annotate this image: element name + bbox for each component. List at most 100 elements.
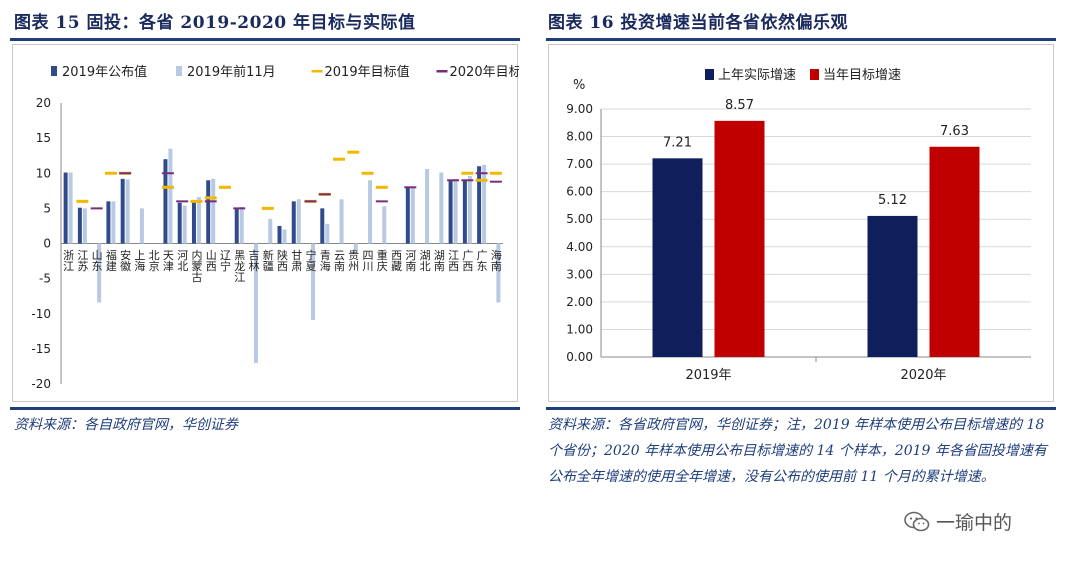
x-tick-label: 福建: [104, 248, 117, 272]
target-marker: [333, 157, 346, 161]
bar: [325, 223, 330, 244]
legend-label: 上年实际增速: [718, 68, 796, 83]
bar: [82, 208, 87, 244]
x-tick-label: 广西: [461, 249, 474, 271]
wechat-icon: [904, 511, 930, 531]
left-province-chart: 2019年公布值 2019年前11月 2019年目标值 2020年目标值 20 15 10 5…: [31, 64, 534, 391]
x-tick-label: 黑龙江: [233, 249, 246, 282]
y-tick-label: -5: [39, 272, 51, 286]
target-marker: [404, 186, 417, 189]
target-marker: [104, 171, 117, 175]
legend-label: 当年目标增速: [823, 68, 901, 83]
target-marker: [90, 207, 103, 210]
left-title-rule: [10, 38, 520, 41]
x-tick-label: 重庆: [375, 248, 388, 272]
bar: [496, 243, 501, 303]
x-tick-label: 上海: [133, 249, 146, 272]
x-tick-label: 陕西: [276, 248, 289, 271]
target-marker: [489, 180, 502, 183]
x-tick-label: 辽宁: [218, 249, 231, 271]
bar: [239, 206, 244, 244]
target-marker: [161, 185, 174, 189]
bar: [439, 172, 444, 244]
right-source-note: 资料来源：各省政府官网，华创证券；注，2019 年样本使用公布目标增速的 18 …: [548, 417, 1047, 485]
y-tick-label: 20: [36, 96, 51, 110]
y-tick-label: 0: [43, 237, 51, 251]
target-marker: [489, 171, 502, 175]
target-marker: [204, 196, 217, 200]
bar: [320, 208, 325, 244]
y-tick-label: 4.00: [566, 240, 593, 254]
bar: [125, 179, 130, 244]
bar: [163, 159, 168, 244]
target-marker: [447, 179, 460, 182]
y-tick-label: 0.00: [566, 350, 593, 364]
bar: [714, 120, 765, 357]
target-marker: [304, 200, 317, 203]
bar: [482, 164, 487, 244]
watermark: 一瑜中的: [904, 508, 1012, 535]
watermark-text: 一瑜中的: [936, 512, 1013, 534]
bar: [311, 243, 316, 321]
x-tick-label: 湖北: [418, 249, 431, 271]
bar: [77, 207, 82, 244]
y-tick-label: 5.00: [566, 212, 593, 226]
bar: [68, 172, 73, 244]
x-tick-label: 天津: [161, 250, 174, 272]
target-marker: [375, 185, 388, 189]
data-label: 7.21: [663, 135, 692, 150]
legend-swatch: [705, 69, 714, 80]
bar: [467, 176, 472, 244]
target-marker: [475, 172, 488, 175]
left-source-rule: [10, 407, 520, 410]
y-tick-label: -10: [31, 307, 51, 321]
bar: [282, 229, 287, 244]
bar: [206, 180, 211, 244]
y-tick-label: 5: [43, 201, 51, 215]
x-tick-label: 安徽: [119, 248, 132, 272]
x-tick-label: 河南: [404, 249, 417, 271]
bar: [425, 169, 430, 244]
x-tick-label: 内蒙古: [190, 248, 203, 282]
x-tick-label: 2019年: [685, 368, 731, 383]
bar: [929, 146, 980, 357]
x-tick-label: 浙江: [62, 249, 75, 271]
right-chart-frame: 上年实际增速 当年目标增速% 9.00 8.00 7.00 6.00 5.00 4.00 3.0…: [548, 44, 1054, 402]
x-tick-label: 宁夏: [304, 248, 317, 271]
bar: [191, 201, 196, 244]
target-marker: [347, 150, 360, 154]
right-source-rule: [546, 407, 1056, 410]
target-marker: [375, 200, 388, 203]
x-tick-label: 山西: [204, 249, 217, 271]
legend-swatch: [176, 66, 182, 76]
target-marker: [461, 171, 474, 175]
x-tick-label: 北京: [147, 249, 160, 272]
x-tick-label: 广东: [475, 249, 488, 271]
bar: [652, 158, 703, 357]
bar: [382, 206, 387, 244]
legend-label: 2019年公布值: [62, 64, 147, 80]
target-marker: [218, 185, 231, 189]
x-tick-label: 青海: [318, 249, 331, 272]
x-tick-label: 四川: [361, 250, 374, 272]
bar: [462, 179, 467, 244]
bar: [177, 202, 182, 244]
right-chart-title: 图表 16 投资增速当前各省依然偏乐观: [548, 13, 848, 33]
x-tick-label: 西藏: [390, 250, 403, 273]
x-tick-label: 吉林: [247, 249, 260, 271]
bar: [353, 243, 358, 251]
bar: [339, 199, 344, 244]
data-label: 7.63: [940, 124, 969, 139]
bar: [63, 172, 68, 244]
legend-swatch: [436, 70, 448, 73]
legend-swatch: [810, 69, 819, 80]
target-marker: [119, 172, 132, 175]
x-tick-label: 新疆: [261, 248, 274, 271]
target-marker: [461, 179, 474, 182]
bar: [234, 208, 239, 244]
bar: [120, 178, 125, 244]
bar: [291, 201, 296, 244]
bar: [111, 201, 116, 244]
x-tick-label: 江苏: [76, 249, 89, 272]
bar: [106, 201, 111, 244]
